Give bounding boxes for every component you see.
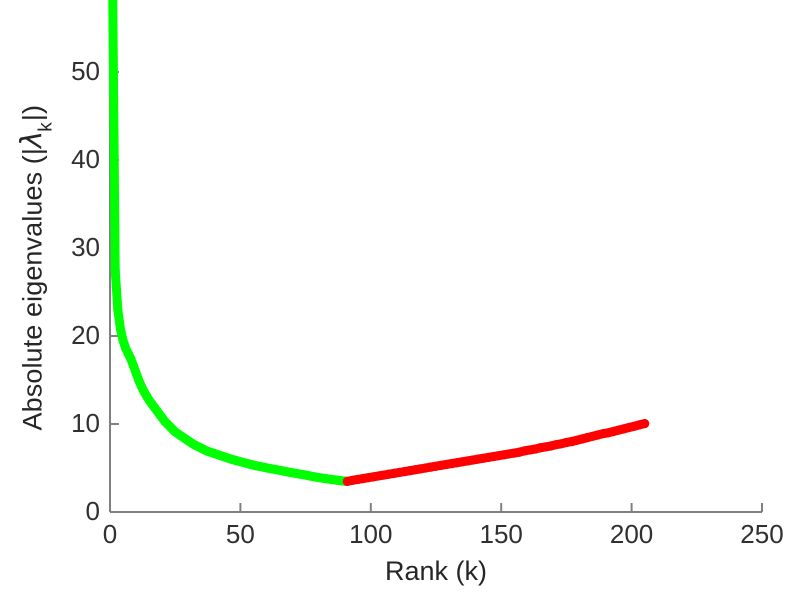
data-point [118,335,128,345]
data-point [115,324,126,334]
x-tick-label: 200 [609,519,654,549]
y-axis-tick-labels: 0102030405060 [48,0,100,600]
data-series-layer [108,0,650,486]
x-tick-label: 100 [349,519,393,549]
data-point [640,418,650,429]
axis-lines [109,0,763,513]
x-tick-label: 250 [740,519,784,549]
x-axis-tick-labels: 0 50 100 150 200 250 [0,521,792,561]
data-point [113,305,123,315]
data-point [128,361,139,371]
x-tick-label: 150 [479,519,523,549]
data-point [131,368,141,378]
y-tick-label: 40 [71,144,100,174]
y-tick-label: 30 [71,232,100,262]
data-point [110,265,120,275]
x-tick-label: 50 [225,519,255,549]
y-tick-label: 20 [71,320,100,350]
series-line [108,0,352,486]
data-point [126,354,136,364]
x-axis-label: Rank (k) [384,556,487,586]
y-tick-label: 50 [71,56,100,86]
y-tick-label: 0 [85,496,100,526]
axis-tick-marks [109,71,763,513]
x-tick-label: 0 [102,519,118,549]
y-tick-label: 10 [71,408,100,438]
